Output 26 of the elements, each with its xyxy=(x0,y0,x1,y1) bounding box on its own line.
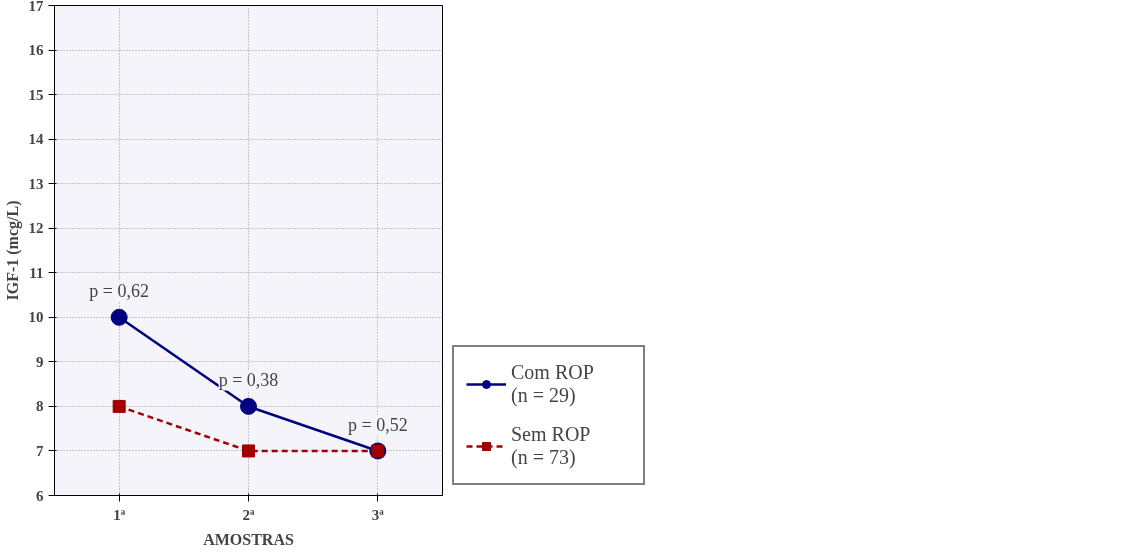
y-tick-label: 13 xyxy=(28,175,44,192)
y-tick-label: 8 xyxy=(36,398,44,415)
annotation: p = 0,62 xyxy=(89,281,149,302)
y-axis-title: IGF-1 (mcg/L) xyxy=(3,200,22,301)
y-tick-label: 11 xyxy=(29,264,44,281)
y-tick-label: 15 xyxy=(28,86,44,103)
y-tick-label: 9 xyxy=(36,353,44,370)
x-tick-label: 1ª xyxy=(113,506,126,523)
y-tick-label: 6 xyxy=(36,487,44,504)
y-tick-label: 17 xyxy=(28,0,44,14)
legend-label: Com ROP (n = 29) xyxy=(511,360,595,409)
annotation: p = 0,38 xyxy=(218,370,279,391)
legend-label: Sem ROP (n = 73) xyxy=(511,422,592,471)
y-tick-label: 10 xyxy=(28,309,44,326)
annotation: p = 0,52 xyxy=(348,414,408,435)
y-tick-label: 7 xyxy=(36,442,44,459)
point xyxy=(112,399,126,413)
point xyxy=(110,308,128,326)
y-tick-label: 14 xyxy=(28,131,44,148)
x-tick-label: 2ª xyxy=(242,506,255,523)
y-tick-label: 12 xyxy=(28,220,44,237)
point xyxy=(240,397,257,415)
y-tick-label: 16 xyxy=(28,42,44,59)
point xyxy=(242,444,255,458)
x-tick-label: 3ª xyxy=(371,506,385,523)
x-axis-title: AMOSTRAS xyxy=(203,530,294,548)
